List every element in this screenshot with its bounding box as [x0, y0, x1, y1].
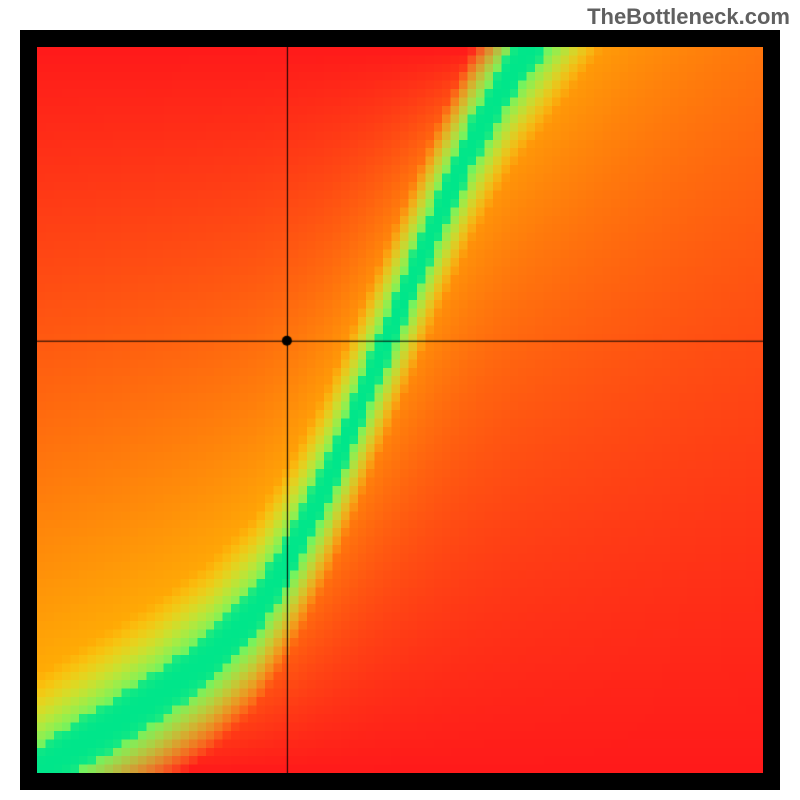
watermark-text: TheBottleneck.com: [587, 4, 790, 30]
chart-container: TheBottleneck.com: [0, 0, 800, 800]
crosshair-overlay: [20, 30, 780, 790]
